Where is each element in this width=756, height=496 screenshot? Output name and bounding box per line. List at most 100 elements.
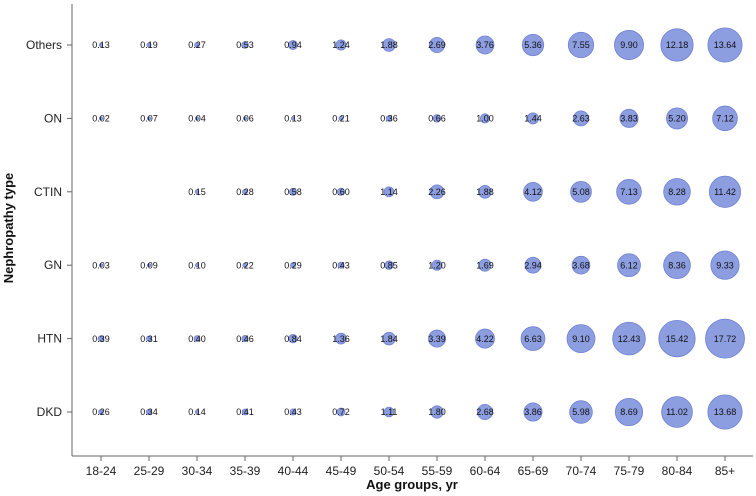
bubble-value-label: 0.22: [236, 260, 254, 270]
x-axis-ticks: 18-24 25-29 30-34 35-39 40-44 45-49 50-54 55-59…: [86, 456, 735, 478]
bubble: [429, 184, 445, 200]
bubble-value-label: 6.12: [620, 260, 638, 270]
value-labels: 0.13 0.19 0.27 0.53 0.94 1.24 1.88 2.69 3.76 5.36…: [92, 40, 736, 417]
bubble-value-label: 1.88: [476, 187, 494, 197]
bubble: [666, 107, 688, 130]
bubble-value-label: 12.18: [666, 40, 689, 50]
bubble: [478, 185, 492, 199]
bubble: [707, 394, 743, 430]
bubble-value-label: 0.29: [284, 260, 302, 270]
bubble-value-label: 11.42: [714, 187, 736, 197]
bubble-value-label: 3.68: [572, 260, 590, 270]
bubble-value-label: 0.94: [284, 40, 302, 50]
bubble: [194, 409, 200, 415]
bubble-value-label: 2.26: [428, 187, 446, 197]
bubble-value-label: 4.12: [524, 187, 542, 197]
bubble-value-label: 6.63: [524, 334, 542, 344]
bubble-value-label: 1.24: [332, 40, 350, 50]
bubble-value-label: 5.08: [572, 187, 590, 197]
bubble-value-label: 0.46: [236, 334, 254, 344]
x-tick-label: 45-49: [326, 464, 357, 478]
bubble: [614, 30, 644, 60]
bubble-value-label: 11.02: [666, 407, 688, 417]
bubble-value-label: 0.40: [188, 334, 206, 344]
bubble: [573, 110, 589, 127]
bubble-value-label: 1.14: [380, 187, 398, 197]
bubble-value-label: 0.66: [428, 114, 446, 124]
bubble-value-label: 15.42: [666, 334, 689, 344]
bubble: [712, 105, 738, 132]
x-tick-label: 35-39: [230, 464, 261, 478]
x-tick-label: 70-74: [566, 464, 597, 478]
bubble-value-label: 13.64: [714, 40, 737, 50]
bubble-value-label: 9.90: [620, 40, 638, 50]
bubble: [431, 259, 443, 271]
y-tick-label: CTIN: [34, 185, 62, 199]
bubble: [614, 397, 644, 427]
x-tick-label: 85+: [715, 464, 735, 478]
bubble: [660, 28, 694, 62]
bubble: [146, 116, 151, 121]
bubble: [289, 408, 297, 416]
x-tick-label: 40-44: [278, 464, 309, 478]
bubble: [385, 115, 393, 122]
bubble-value-label: 0.04: [188, 114, 206, 124]
bubble-value-label: 0.58: [284, 187, 302, 197]
bubble-value-label: 2.68: [476, 407, 494, 417]
bubble: [194, 116, 199, 121]
bubble: [241, 408, 249, 416]
y-tick-label: GN: [44, 258, 62, 272]
y-tick-label: Others: [26, 38, 62, 52]
bubble-value-label: 1.36: [332, 334, 350, 344]
bubble: [616, 179, 642, 205]
bubble-value-label: 0.09: [140, 260, 158, 270]
bubble: [428, 329, 446, 348]
bubble-value-label: 2.63: [572, 114, 590, 124]
bubble-value-label: 12.43: [618, 334, 641, 344]
bubble: [146, 42, 152, 48]
x-tick-label: 18-24: [86, 464, 117, 478]
bubble: [290, 262, 296, 269]
bubble: [571, 255, 591, 275]
bubble: [710, 250, 740, 280]
bubble-value-label: 0.84: [284, 334, 302, 344]
bubble-value-label: 0.07: [140, 114, 158, 124]
bubble: [612, 321, 646, 356]
bubble-value-label: 0.13: [92, 40, 110, 50]
bubble: [570, 180, 592, 203]
x-tick-label: 55-59: [422, 464, 453, 478]
bubble-value-label: 0.02: [92, 114, 110, 124]
bubble: [99, 116, 104, 121]
bubble-value-label: 9.10: [572, 334, 590, 344]
y-tick-label: ON: [44, 111, 62, 125]
x-axis-title: Age groups, yr: [366, 477, 458, 492]
bubble: [708, 175, 742, 208]
bubble-value-label: 2.94: [524, 260, 542, 270]
bubble: [194, 189, 200, 194]
bubble: [524, 256, 542, 274]
bubble-value-label: 17.72: [714, 334, 737, 344]
bubble-value-label: 0.72: [332, 407, 350, 417]
bubble: [336, 407, 346, 417]
bubble: [428, 37, 445, 54]
bubble: [242, 116, 247, 121]
x-tick-label: 25-29: [134, 464, 165, 478]
bubble: [617, 253, 641, 278]
bubble: [98, 42, 104, 48]
bubble: [663, 251, 691, 279]
bubble-value-label: 7.12: [716, 114, 734, 124]
bubble: [241, 41, 249, 49]
bubble-value-label: 0.60: [332, 187, 350, 197]
bubble: [523, 402, 543, 422]
bubble: [619, 108, 639, 128]
bubble: [383, 406, 395, 418]
x-tick-label: 60-64: [470, 464, 501, 478]
bubble: [527, 112, 539, 125]
bubble-value-label: 0.15: [188, 187, 206, 197]
bubble-value-label: 0.13: [284, 114, 302, 124]
bubble: [335, 332, 347, 345]
bubble: [521, 33, 545, 57]
bubble-value-label: 1.11: [381, 407, 398, 417]
bubble: [337, 261, 345, 269]
